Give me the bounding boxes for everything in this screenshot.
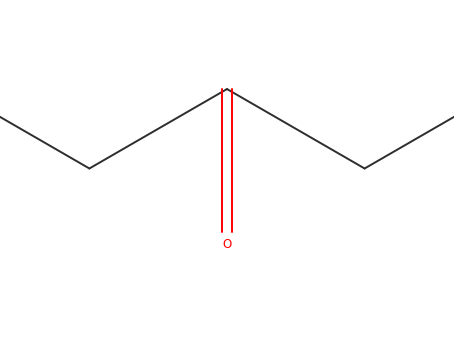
Text: O: O <box>222 238 232 250</box>
